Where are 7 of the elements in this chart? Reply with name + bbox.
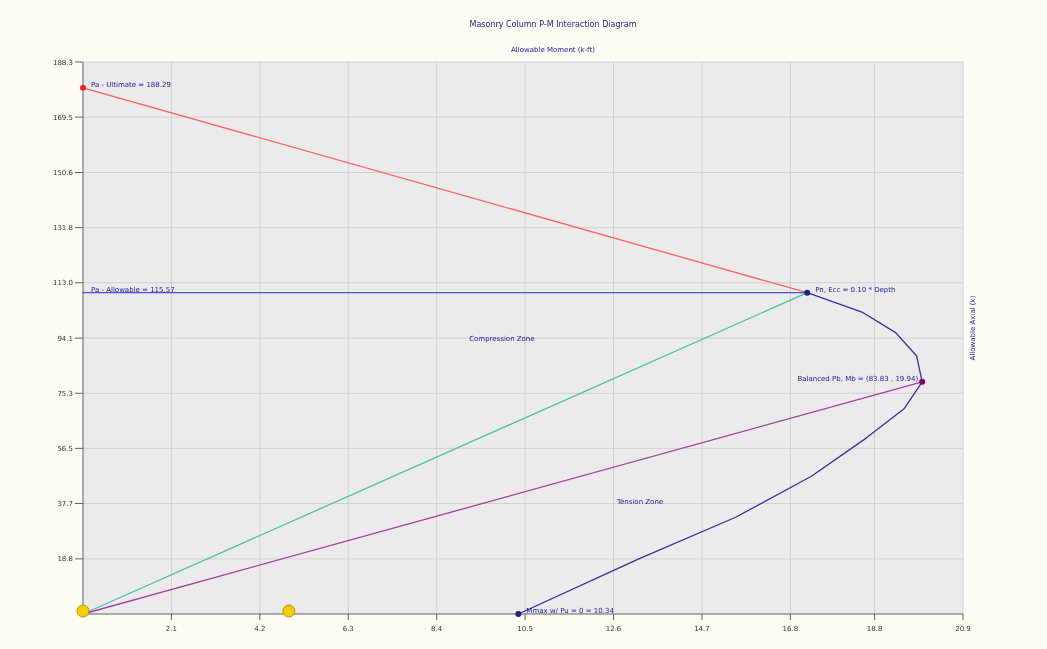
point	[919, 378, 926, 385]
point	[76, 604, 90, 618]
chart-title: Masonry Column P-M Interaction Diagram	[469, 20, 637, 29]
point	[515, 611, 522, 617]
point	[80, 84, 86, 91]
point	[804, 289, 811, 296]
point	[282, 604, 296, 618]
